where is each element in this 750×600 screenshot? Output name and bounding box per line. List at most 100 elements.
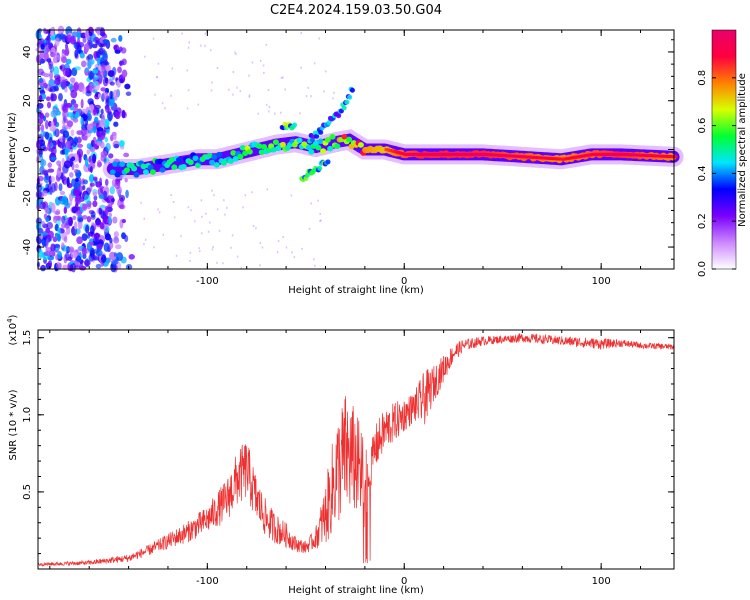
noise-cell (161, 102, 164, 105)
noise-cell (207, 230, 210, 233)
ridge-core (553, 157, 558, 161)
noise-cell (173, 216, 176, 219)
branch-cell (325, 159, 331, 165)
noise-cell (181, 32, 183, 35)
noise-cell (65, 251, 70, 262)
noise-cell (124, 83, 131, 90)
ridge-core (479, 152, 483, 156)
ridge-core (642, 153, 646, 157)
ridge-core (518, 155, 522, 159)
ridge-core (622, 152, 627, 156)
ridge-core (406, 152, 410, 156)
ridge-cell (346, 136, 353, 143)
noise-cell (300, 66, 302, 69)
noise-cell (68, 83, 73, 90)
ridge-core (609, 152, 613, 156)
noise-cell (45, 35, 51, 45)
noise-cell (216, 67, 219, 70)
noise-cell (186, 69, 189, 72)
noise-cell (93, 232, 101, 239)
ridge-core (577, 155, 582, 159)
noise-cell (251, 61, 254, 64)
noise-cell (83, 43, 90, 53)
noise-cell (105, 128, 110, 134)
noise-cell (155, 76, 158, 79)
ridge-core (532, 155, 536, 159)
ridge-core (496, 153, 501, 157)
noise-cell (59, 198, 67, 205)
noise-cell (198, 247, 201, 250)
noise-cell (244, 194, 247, 197)
noise-cell (211, 189, 213, 192)
noise-cell (92, 191, 98, 197)
noise-cell (84, 193, 91, 204)
noise-cell (248, 95, 251, 98)
noise-cell (71, 178, 76, 187)
noise-cell (310, 95, 312, 98)
noise-cell (58, 92, 63, 102)
noise-cell (119, 78, 124, 84)
ridge-core (516, 154, 520, 158)
noise-cell (64, 87, 68, 93)
ridge-core (498, 153, 503, 157)
noise-cell (175, 254, 178, 257)
noise-cell (90, 59, 95, 65)
noise-cell (39, 77, 43, 82)
ridge-cell (313, 140, 320, 147)
noise-cell (172, 201, 175, 204)
ridge-cell (168, 156, 175, 163)
ridge-core (610, 152, 615, 156)
noise-cell (101, 254, 107, 263)
noise-cell (99, 118, 106, 128)
noise-cell (72, 113, 77, 120)
ridge-core (431, 152, 436, 156)
noise-cell (77, 185, 84, 192)
noise-cell (49, 250, 53, 258)
ridge-core (650, 154, 654, 158)
noise-cell (92, 43, 98, 49)
noise-cell (274, 112, 276, 115)
noise-cell (113, 89, 119, 98)
ridge-core (546, 156, 550, 160)
y-tick-label: 40 (22, 46, 33, 59)
noise-cell (224, 213, 226, 216)
ridge-core (612, 152, 617, 156)
noise-cell (268, 110, 270, 113)
noise-cell (79, 52, 85, 59)
ridge-core (384, 148, 389, 151)
noise-cell (104, 104, 110, 113)
noise-cell (68, 216, 73, 227)
ridge-core (514, 154, 519, 158)
branch-cell (292, 122, 298, 128)
noise-cell (112, 216, 118, 224)
branch-cell (347, 94, 353, 100)
noise-cell (105, 142, 111, 152)
noise-cell (44, 207, 50, 214)
noise-cell (200, 232, 203, 235)
noise-cell (187, 89, 190, 92)
ridge-core (510, 154, 515, 158)
noise-cell (56, 261, 61, 270)
noise-cell (189, 260, 191, 263)
noise-cell (170, 94, 172, 97)
noise-cell (116, 261, 122, 270)
ridge-core (520, 155, 524, 159)
noise-cell (285, 246, 288, 249)
noise-cell (68, 171, 74, 178)
noise-cell (50, 202, 56, 213)
branch-cell (318, 129, 324, 135)
noise-cell (314, 264, 316, 267)
noise-cell (116, 252, 124, 262)
ridge-core (555, 157, 560, 161)
noise-cell (96, 131, 103, 138)
noise-cell (86, 187, 91, 196)
snr-multiplier: (x104) (6, 314, 19, 345)
noise-cell (39, 142, 46, 152)
noise-cell (89, 166, 93, 174)
ridge-core (506, 154, 511, 158)
ridge-cell (131, 165, 138, 172)
noise-cell (187, 206, 190, 209)
noise-cell (111, 197, 115, 203)
ridge-core (508, 154, 513, 158)
noise-cell (280, 111, 282, 114)
